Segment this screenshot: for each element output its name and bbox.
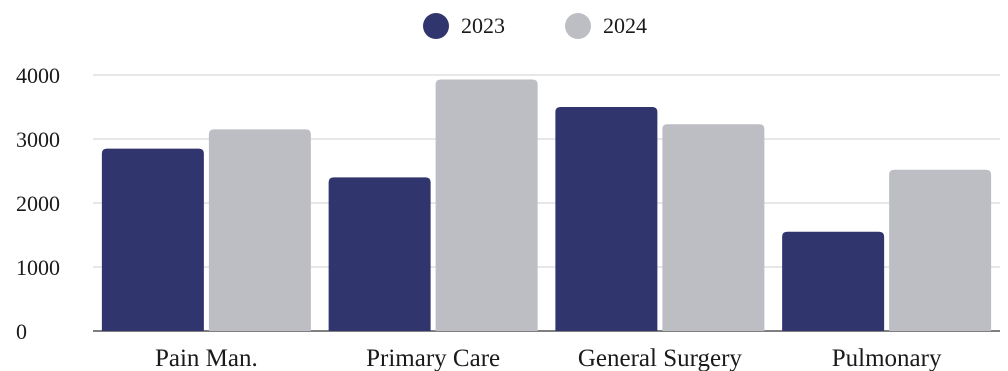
bar-2023-pulmonary: [782, 231, 885, 331]
x-tick-label: General Surgery: [578, 345, 743, 371]
x-axis: Pain Man. Primary Care General Surgery Pulm…: [155, 345, 942, 371]
bars: [101, 79, 992, 331]
y-axis: 0 1000 2000 3000 4000: [16, 63, 60, 344]
y-tick-label: 3000: [16, 127, 60, 152]
y-tick-label: 2000: [16, 191, 60, 216]
legend-label-2023: 2023: [461, 13, 505, 38]
legend-swatch-2023: [423, 13, 449, 39]
y-tick-label: 4000: [16, 63, 60, 88]
legend: 2023 2024: [423, 13, 647, 39]
x-tick-label: Pain Man.: [155, 345, 258, 371]
legend-swatch-2024: [565, 13, 591, 39]
bar-2023-primary-care: [328, 177, 431, 331]
bar-2024-primary-care: [435, 79, 538, 331]
x-tick-label: Primary Care: [366, 345, 500, 371]
legend-label-2024: 2024: [603, 13, 647, 38]
bar-2024-pulmonary: [889, 169, 992, 331]
y-tick-label: 0: [16, 319, 27, 344]
x-tick-label: Pulmonary: [832, 345, 942, 371]
bar-2023-general-surgery: [555, 107, 658, 331]
bar-2024-general-surgery: [662, 124, 765, 331]
bar-2023-pain-man: [101, 148, 204, 331]
y-tick-label: 1000: [16, 255, 60, 280]
bar-2024-pain-man: [208, 129, 311, 331]
